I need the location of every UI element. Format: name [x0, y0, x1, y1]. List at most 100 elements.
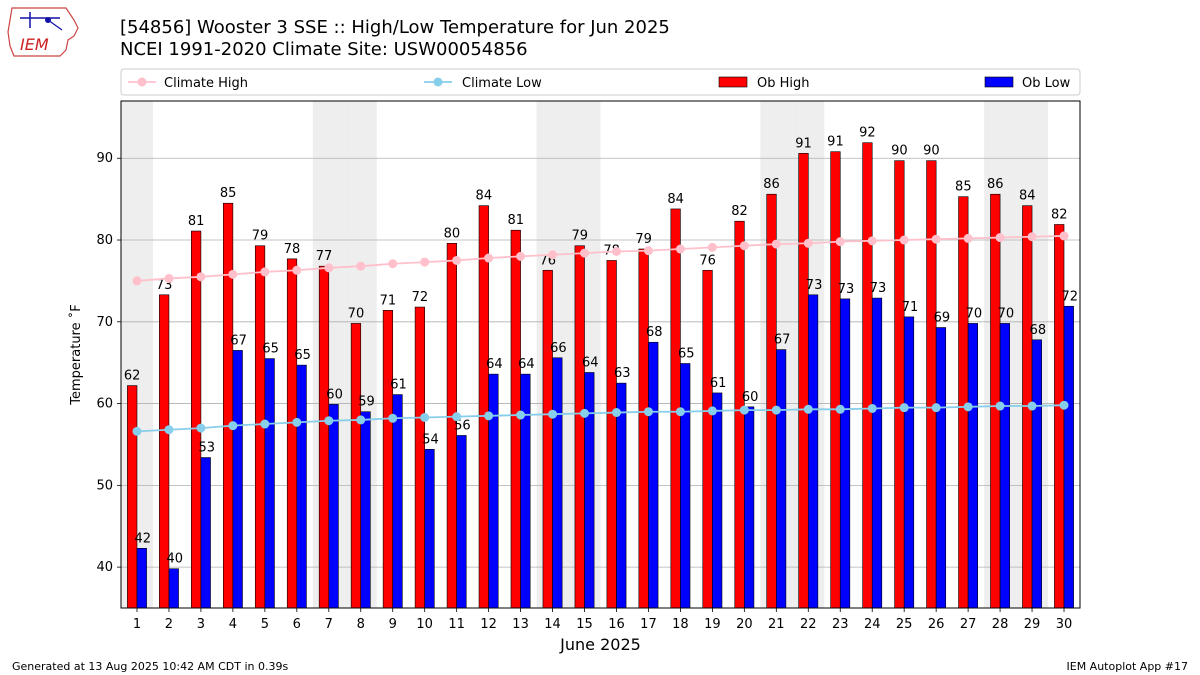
ob-high-label: 70	[348, 306, 365, 321]
x-tick-label: 20	[736, 617, 753, 632]
climate-high-point	[580, 248, 590, 258]
ob-low-bar	[552, 357, 563, 609]
climate-high-line	[136, 235, 1065, 282]
climate-high-point	[164, 273, 174, 283]
x-tick-label: 19	[704, 617, 721, 632]
ob-low-bar	[360, 411, 371, 609]
climate-low-point	[707, 406, 717, 416]
ob-low-label: 40	[166, 552, 183, 567]
climate-high-point	[1059, 231, 1069, 241]
legend-climate-low-marker	[433, 77, 443, 87]
ob-high-label: 79	[635, 232, 652, 247]
x-tick-label: 23	[832, 617, 849, 632]
ob-low-label: 61	[710, 376, 727, 391]
chart-subtitle: NCEI 1991-2020 Climate Site: USW00054856	[120, 39, 528, 60]
ob-low-bar	[584, 372, 595, 609]
climate-high-point	[611, 246, 621, 256]
x-tick-label: 8	[357, 617, 365, 632]
legend-ob-low-swatch	[984, 76, 1014, 88]
climate-low-point	[356, 415, 366, 425]
ob-low-label: 60	[742, 390, 759, 405]
ob-high-bar	[574, 245, 585, 609]
ob-high-bar	[382, 310, 394, 609]
ob-low-label: 64	[518, 357, 535, 372]
x-tick-label: 16	[608, 617, 625, 632]
climate-high-point	[388, 259, 398, 269]
ob-low-bar	[264, 358, 275, 609]
x-tick-label: 30	[1056, 617, 1073, 632]
ob-low-label: 56	[454, 418, 471, 433]
ob-high-bar	[542, 269, 553, 609]
ob-low-bar	[296, 364, 307, 609]
ob-low-label: 69	[934, 311, 951, 326]
ob-high-bar	[894, 160, 905, 609]
climate-high-point	[995, 233, 1005, 243]
ob-low-label: 64	[486, 357, 503, 372]
climate-high-point	[835, 237, 845, 247]
climate-low-point	[835, 404, 845, 414]
ob-high-bar	[734, 220, 745, 609]
x-axis-label: June 2025	[559, 635, 641, 654]
x-tick-label: 7	[325, 617, 333, 632]
ob-high-label: 77	[316, 249, 333, 264]
x-tick-label: 24	[864, 617, 881, 632]
climate-high-point	[292, 265, 302, 275]
ob-high-label: 90	[923, 144, 940, 159]
x-tick-label: 10	[416, 617, 433, 632]
ob-high-bar	[127, 385, 138, 609]
ob-high-label: 79	[571, 229, 588, 244]
ob-low-bar	[839, 298, 851, 609]
ob-low-label: 42	[135, 531, 152, 546]
x-tick-label: 25	[896, 617, 913, 632]
ob-high-label: 82	[1051, 207, 1068, 222]
ob-high-bar	[638, 248, 649, 609]
ob-high-bar	[286, 258, 298, 609]
x-tick-label: 26	[928, 617, 945, 632]
climate-low-point	[164, 425, 174, 435]
ob-high-label: 78	[284, 242, 301, 257]
x-tick-label: 5	[261, 617, 269, 632]
ob-high-label: 82	[731, 204, 748, 219]
climate-low-point	[420, 412, 430, 422]
ob-low-label: 67	[230, 333, 247, 348]
ob-high-bar	[830, 151, 841, 609]
legend-ob-high-swatch	[718, 76, 748, 88]
x-tick-label: 11	[448, 617, 465, 632]
x-tick-label: 28	[992, 617, 1009, 632]
ob-low-label: 67	[774, 333, 791, 348]
climate-low-point	[803, 404, 813, 414]
ob-high-label: 85	[955, 180, 972, 195]
ob-low-label: 63	[614, 366, 631, 381]
climate-high-point	[643, 246, 653, 256]
ob-low-label: 70	[998, 306, 1015, 321]
y-tick-label: 60	[96, 397, 113, 412]
x-tick-label: 13	[512, 617, 529, 632]
x-tick-label: 6	[293, 617, 301, 632]
ob-high-bar	[990, 193, 1001, 609]
climate-low-point	[1059, 400, 1069, 410]
climate-low-point	[132, 426, 142, 436]
ob-high-bar	[414, 306, 425, 609]
ob-low-label: 73	[838, 282, 855, 297]
climate-high-point	[484, 253, 494, 263]
ob-high-bar	[798, 153, 809, 609]
climate-low-point	[292, 417, 302, 427]
climate-high-point	[548, 250, 558, 260]
y-tick-label: 90	[96, 151, 113, 166]
ob-low-bar	[1063, 305, 1074, 609]
ob-high-label: 76	[699, 253, 716, 268]
x-tick-label: 9	[389, 617, 397, 632]
x-tick-label: 12	[480, 617, 497, 632]
legend-ob-low-label: Ob Low	[1022, 76, 1071, 91]
y-tick-label: 70	[96, 315, 113, 330]
climate-high-point	[452, 255, 462, 265]
climate-low-point	[260, 419, 270, 429]
legend-climate-high-label: Climate High	[164, 76, 248, 91]
ob-low-bar	[807, 294, 819, 609]
ob-low-bar	[648, 341, 659, 609]
ob-low-label: 60	[326, 387, 343, 402]
climate-high-point	[356, 261, 366, 271]
climate-high-point	[963, 233, 973, 243]
legend-box	[120, 68, 1081, 96]
